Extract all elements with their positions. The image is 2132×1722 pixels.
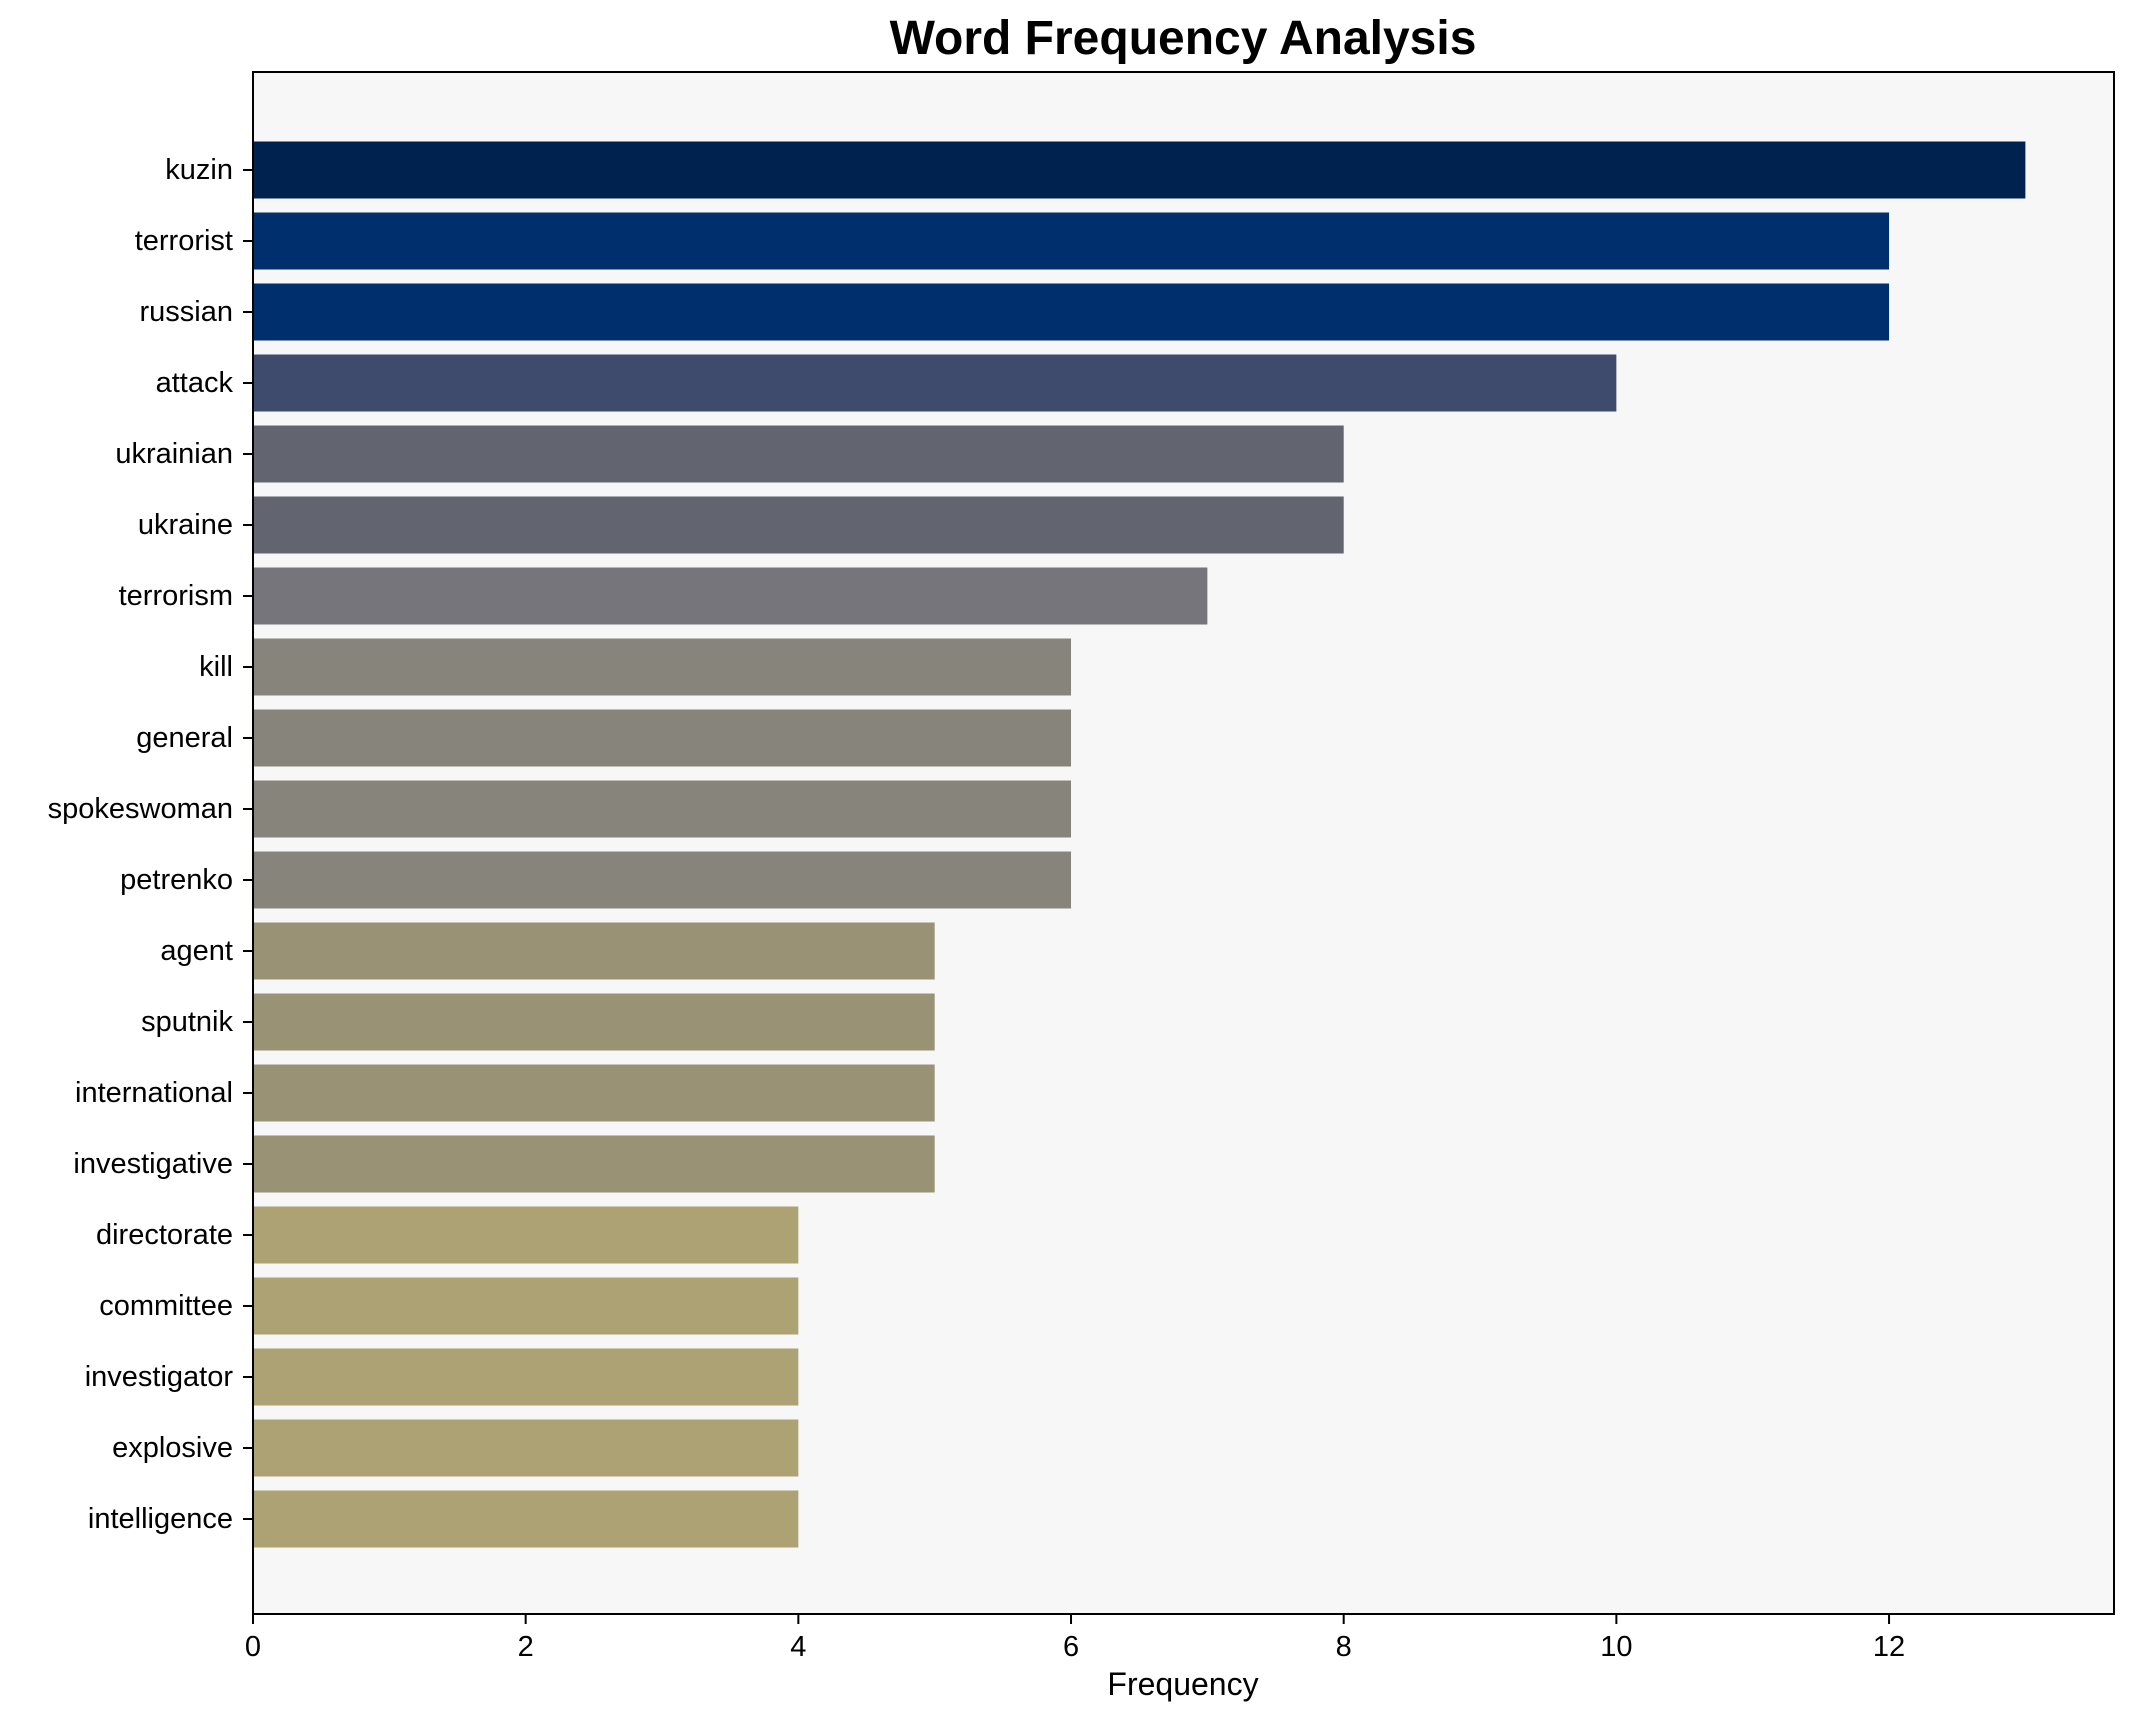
bar-investigator xyxy=(253,1348,799,1406)
y-tick-label: kill xyxy=(199,651,233,683)
y-tick-label: petrenko xyxy=(120,864,233,896)
x-tick-label: 2 xyxy=(518,1631,534,1663)
bar-kuzin xyxy=(253,141,2026,199)
bar-investigative xyxy=(253,1135,935,1193)
y-tick-label: committee xyxy=(99,1290,233,1322)
x-tick-label: 12 xyxy=(1873,1631,1905,1663)
y-tick-label: sputnik xyxy=(141,1006,233,1038)
y-tick-label: explosive xyxy=(112,1432,233,1464)
bar-committee xyxy=(253,1277,799,1335)
bar-ukrainian xyxy=(253,425,1344,483)
y-tick-label: international xyxy=(75,1077,233,1109)
y-tick-label: intelligence xyxy=(88,1503,233,1535)
y-tick-label: kuzin xyxy=(165,154,233,186)
bar-terrorism xyxy=(253,567,1208,625)
x-axis: 0 2 4 6 8 10 12 xyxy=(245,1614,1905,1663)
bar-agent xyxy=(253,922,935,980)
bar-intelligence xyxy=(253,1490,799,1548)
x-tick-label: 0 xyxy=(245,1631,261,1663)
y-tick-label: ukraine xyxy=(138,509,233,541)
x-tick-label: 8 xyxy=(1336,1631,1352,1663)
y-axis: kuzin terrorist russian attack ukrainian ukra… xyxy=(48,154,253,1535)
bar-petrenko xyxy=(253,851,1072,909)
bar-directorate xyxy=(253,1206,799,1264)
y-tick-label: attack xyxy=(156,367,234,399)
bar-sputnik xyxy=(253,993,935,1051)
bar-terrorist xyxy=(253,212,1890,270)
bar-ukraine xyxy=(253,496,1344,554)
y-tick-label: russian xyxy=(140,296,234,328)
x-axis-label: Frequency xyxy=(1107,1666,1258,1702)
bars-group xyxy=(253,141,2026,1548)
y-tick-label: ukrainian xyxy=(115,438,233,470)
plot-frame xyxy=(252,71,2115,1615)
bar-spokeswoman xyxy=(253,780,1072,838)
x-tick-label: 10 xyxy=(1600,1631,1632,1663)
bar-attack xyxy=(253,354,1617,412)
x-tick-label: 6 xyxy=(1063,1631,1079,1663)
y-tick-label: agent xyxy=(160,935,233,967)
bar-international xyxy=(253,1064,935,1122)
y-tick-label: investigative xyxy=(73,1148,233,1180)
bar-explosive xyxy=(253,1419,799,1477)
y-tick-label: investigator xyxy=(85,1361,234,1393)
bar-russian xyxy=(253,283,1890,341)
y-tick-label: terrorist xyxy=(135,225,233,257)
y-tick-label: directorate xyxy=(96,1219,233,1251)
y-tick-label: spokeswoman xyxy=(48,793,233,825)
bar-general xyxy=(253,709,1072,767)
y-tick-label: terrorism xyxy=(119,580,233,612)
x-tick-label: 4 xyxy=(790,1631,806,1663)
chart-title: Word Frequency Analysis xyxy=(890,12,1477,65)
y-tick-label: general xyxy=(136,722,233,754)
bar-kill xyxy=(253,638,1072,696)
